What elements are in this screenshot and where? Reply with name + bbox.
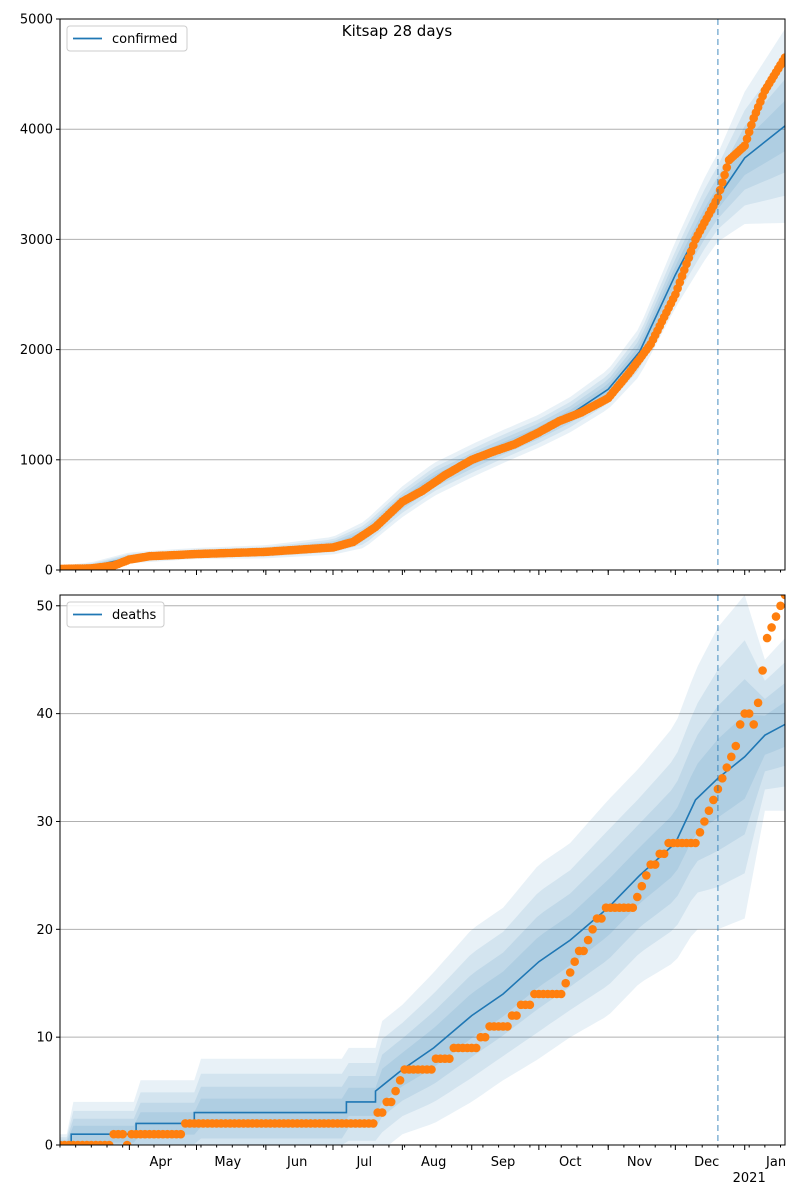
observed-point — [744, 709, 754, 718]
observed-point — [480, 1032, 490, 1042]
observed-point — [740, 141, 749, 150]
y-tick-label: 0 — [45, 1139, 53, 1154]
x-tick-label: Jul — [355, 1155, 372, 1170]
panel-confirmed: 0 1000 2000 3000 4000 5000 confirmed — [20, 13, 786, 579]
y-tick-label: 4000 — [20, 123, 53, 138]
plot-area — [60, 595, 785, 1145]
observed-point — [176, 1129, 186, 1139]
observed-point — [735, 720, 745, 729]
observed-point — [118, 1129, 127, 1139]
observed-point — [395, 1076, 405, 1085]
observed-point — [369, 1119, 378, 1128]
observed-point — [753, 698, 763, 708]
observed-point — [713, 193, 723, 202]
y-tick-label: 3000 — [20, 233, 53, 248]
y-tick-label: 20 — [36, 923, 53, 938]
observed-point — [659, 849, 669, 859]
observed-point — [427, 1065, 436, 1074]
uncertainty-band — [60, 679, 785, 1145]
x-tick-label: Oct — [559, 1155, 581, 1170]
observed-point — [695, 828, 705, 837]
observed-point — [747, 120, 756, 130]
observed-point — [561, 978, 570, 988]
observed-point — [628, 903, 638, 912]
observed-point — [391, 1086, 400, 1096]
x-tick-label: Dec — [694, 1155, 719, 1170]
observed-point — [633, 892, 642, 902]
observed-point — [715, 185, 725, 195]
observed-point — [122, 1140, 132, 1145]
y-tick-label: 10 — [36, 1031, 53, 1046]
observed-point — [720, 170, 729, 180]
observed-point — [722, 163, 732, 172]
legend-label: deaths — [112, 608, 157, 623]
observed-point — [503, 1022, 512, 1031]
legend-box — [66, 601, 165, 628]
observed-point — [780, 53, 785, 62]
observed-point — [570, 957, 579, 966]
model-line — [60, 723, 785, 1145]
observed-point — [742, 134, 752, 144]
observed-point — [758, 666, 767, 675]
x-year-label: 2021 — [733, 1171, 766, 1186]
observed-point — [445, 1054, 454, 1063]
y-tick-label: 50 — [36, 599, 53, 614]
legend-box — [66, 25, 188, 52]
observed-point — [637, 881, 647, 891]
y-tick-label: 2000 — [20, 343, 53, 358]
legend-label: confirmed — [112, 32, 178, 47]
axes-frame — [59, 594, 786, 1146]
observed-point — [727, 752, 736, 762]
observed-point — [525, 1000, 535, 1010]
observed-point — [718, 774, 727, 783]
observed-point — [718, 178, 727, 187]
observed-point — [700, 817, 709, 826]
uncertainty-band — [60, 595, 785, 1145]
observed-point — [104, 1140, 114, 1145]
observed-point — [722, 763, 732, 772]
observed-point — [749, 720, 758, 729]
observed-point — [691, 838, 700, 848]
observed-point — [565, 968, 575, 977]
observed-point — [556, 989, 566, 999]
observed-point — [709, 795, 718, 805]
observed-point — [704, 806, 714, 815]
observed-point — [386, 1097, 396, 1107]
observed-point — [597, 914, 606, 923]
y-tick-label: 5000 — [20, 13, 53, 28]
plot-area — [60, 19, 785, 570]
panel-deaths: 0 10 20 30 40 50 Apr May Jun Jul Aug Sep Oct Nov Dec Ja… — [36, 594, 786, 1186]
observed-point — [642, 871, 651, 880]
observed-point — [731, 741, 741, 751]
x-tick-label: Sep — [491, 1155, 516, 1170]
axes-frame — [59, 18, 786, 571]
x-tick-label: May — [214, 1155, 241, 1170]
observed-point — [588, 925, 597, 934]
figure-title: Kitsap 28 days — [342, 22, 453, 40]
x-tick-label: Aug — [421, 1155, 446, 1170]
observed-point — [776, 601, 785, 611]
observed-point — [762, 633, 772, 643]
observed-point — [583, 935, 593, 945]
observed-point — [471, 1043, 481, 1053]
y-tick-label: 1000 — [20, 453, 53, 468]
y-tick-label: 0 — [45, 564, 53, 579]
y-tick-label: 30 — [36, 815, 53, 830]
observed-point — [780, 595, 785, 600]
observed-point — [771, 612, 781, 621]
uncertainty-band — [60, 640, 785, 1145]
observed-point — [579, 946, 588, 956]
x-tick-label: Jun — [286, 1155, 307, 1170]
x-tick-label: Apr — [149, 1155, 172, 1170]
x-tick-label: Nov — [627, 1155, 653, 1170]
y-tick-label: 40 — [36, 707, 53, 722]
observed-point — [512, 1011, 521, 1020]
x-tick-label: Jan — [765, 1155, 786, 1170]
observed-point — [744, 127, 754, 137]
observed-point — [767, 623, 776, 632]
observed-point — [377, 1108, 387, 1117]
observed-point — [650, 860, 660, 869]
